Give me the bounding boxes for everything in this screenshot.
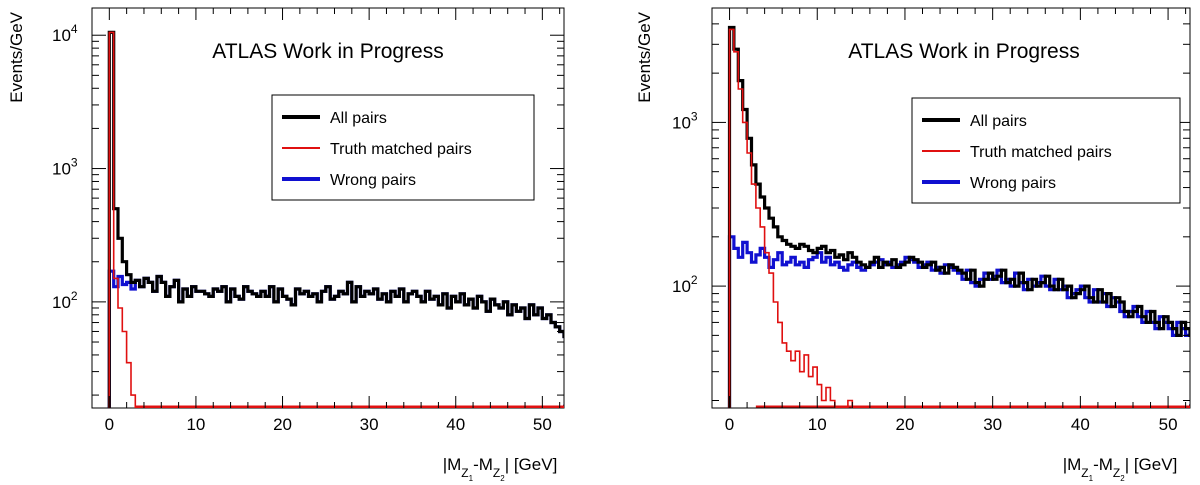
legend-entry: Truth matched pairs — [330, 141, 472, 158]
x-axis-label: |MZ1-MZ2| [GeV] — [443, 455, 558, 483]
x-tick-label: 20 — [895, 415, 914, 434]
legend-entry: Wrong pairs — [970, 175, 1056, 192]
series-group — [107, 30, 564, 408]
x-tick-label: 10 — [186, 415, 205, 434]
legend-entry: Wrong pairs — [330, 172, 416, 189]
legend-entry: Truth matched pairs — [970, 144, 1112, 161]
x-tick-label: 50 — [1159, 415, 1178, 434]
y-axis-label: Events/GeV — [635, 11, 654, 102]
series-line-all-pairs — [727, 25, 1190, 408]
y-tick-label: 103 — [52, 156, 78, 179]
y-axis-label: Events/GeV — [7, 11, 26, 102]
y-tick-label: 102 — [52, 289, 78, 312]
chart-panel-2: 0 10 20 30 40 50 102 103 ATLAS Work in Progress E… — [635, 7, 1191, 483]
x-tick-label: 30 — [360, 415, 379, 434]
x-axis-label: |MZ1-MZ2| [GeV] — [1063, 455, 1178, 483]
y-tick-label: 102 — [672, 273, 698, 296]
chart-panel-1: 0 10 20 30 40 50 102 103 104 ATLAS Work in Progre… — [7, 7, 565, 483]
x-tick-label: 30 — [983, 415, 1002, 434]
plot-frame — [91, 7, 565, 409]
plot-frame — [711, 7, 1191, 409]
plot-title: ATLAS Work in Progress — [212, 40, 443, 63]
legend: All pairs Truth matched pairs Wrong pairs — [911, 97, 1181, 204]
y-tick-label: 104 — [52, 22, 78, 45]
y-tick-label: 103 — [672, 109, 698, 132]
series-line-truth-matched-pairs — [728, 28, 1190, 408]
series-line-wrong-pairs — [727, 235, 1190, 408]
legend: All pairs Truth matched pairs Wrong pairs — [271, 94, 535, 201]
x-tick-label: 10 — [808, 415, 827, 434]
series-group — [727, 25, 1190, 408]
legend-entry: All pairs — [970, 113, 1027, 130]
series-line-all-pairs — [107, 30, 564, 408]
x-tick-label: 40 — [1071, 415, 1090, 434]
plot-title: ATLAS Work in Progress — [848, 40, 1079, 63]
x-tick-label: 20 — [273, 415, 292, 434]
x-tick-label: 40 — [446, 415, 465, 434]
x-tick-label: 0 — [725, 415, 734, 434]
x-tick-label: 0 — [105, 415, 114, 434]
x-tick-label: 50 — [533, 415, 552, 434]
legend-entry: All pairs — [330, 110, 387, 127]
series-line-truth-matched-pairs — [108, 31, 564, 408]
